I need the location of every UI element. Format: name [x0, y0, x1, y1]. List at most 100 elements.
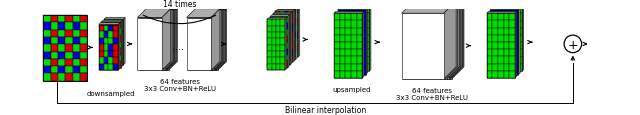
Bar — [192, 18, 216, 71]
Bar — [73, 59, 80, 67]
Bar — [340, 71, 346, 78]
Bar — [273, 15, 290, 65]
Bar — [516, 29, 522, 36]
Bar — [289, 56, 292, 63]
Bar — [80, 52, 87, 59]
Bar — [334, 14, 362, 78]
Polygon shape — [168, 10, 177, 71]
Bar — [104, 58, 108, 64]
Bar — [507, 11, 513, 18]
Bar — [498, 14, 504, 21]
Bar — [492, 57, 498, 64]
Bar — [65, 37, 73, 45]
Bar — [44, 16, 51, 23]
Bar — [364, 57, 369, 64]
Bar — [507, 25, 513, 32]
Bar — [270, 43, 275, 49]
Bar — [496, 11, 502, 18]
Bar — [358, 57, 364, 64]
Bar — [73, 16, 80, 23]
Bar — [80, 30, 87, 37]
Polygon shape — [144, 10, 177, 18]
Bar — [509, 14, 515, 21]
Bar — [104, 20, 124, 65]
Bar — [282, 34, 285, 40]
Bar — [58, 59, 65, 67]
Bar — [106, 62, 111, 68]
Bar — [276, 52, 280, 58]
Bar — [406, 14, 449, 79]
Bar — [504, 50, 509, 57]
Bar — [273, 40, 277, 46]
Bar — [496, 68, 502, 75]
Bar — [280, 20, 285, 26]
Bar — [516, 14, 522, 21]
Bar — [280, 56, 284, 63]
Bar — [509, 64, 515, 71]
Bar — [101, 23, 121, 68]
Bar — [282, 35, 287, 41]
Bar — [116, 42, 121, 49]
Bar — [352, 43, 358, 50]
Bar — [44, 52, 51, 59]
Bar — [487, 36, 492, 43]
Bar — [337, 53, 343, 61]
Polygon shape — [449, 2, 461, 79]
Bar — [65, 52, 73, 59]
Bar — [490, 53, 496, 61]
Bar — [360, 18, 365, 25]
Bar — [513, 53, 518, 61]
Bar — [494, 57, 499, 64]
Bar — [499, 57, 505, 64]
Bar — [273, 34, 277, 40]
Bar — [73, 37, 80, 45]
Bar — [291, 54, 296, 60]
Bar — [104, 46, 109, 52]
Bar — [487, 57, 492, 64]
Bar — [291, 29, 296, 35]
Bar — [289, 50, 292, 56]
Bar — [109, 40, 114, 46]
Bar — [58, 67, 65, 74]
Bar — [355, 46, 360, 53]
Bar — [364, 43, 369, 50]
Bar — [494, 29, 499, 36]
Bar — [285, 59, 290, 65]
Bar — [104, 52, 109, 59]
Bar — [284, 19, 289, 25]
Bar — [275, 62, 279, 68]
Bar — [287, 10, 291, 16]
Bar — [285, 46, 290, 53]
Bar — [496, 61, 502, 68]
Bar — [268, 52, 272, 58]
Bar — [111, 23, 116, 29]
Bar — [285, 21, 290, 27]
Bar — [51, 52, 58, 59]
Bar — [498, 71, 504, 78]
Bar — [511, 36, 516, 43]
Bar — [494, 36, 499, 43]
Bar — [280, 50, 284, 56]
Bar — [51, 59, 58, 67]
Bar — [113, 51, 118, 58]
Bar — [498, 57, 504, 64]
Bar — [268, 26, 272, 33]
Bar — [277, 46, 282, 53]
Bar — [114, 20, 118, 27]
Bar — [285, 53, 290, 59]
Bar — [502, 39, 507, 46]
Polygon shape — [341, 5, 371, 7]
Bar — [356, 57, 362, 64]
Bar — [358, 29, 364, 36]
Bar — [352, 14, 358, 21]
Bar — [360, 68, 365, 75]
Bar — [282, 29, 287, 35]
Text: downsampled: downsampled — [87, 90, 135, 96]
Bar — [496, 32, 502, 39]
Bar — [280, 39, 285, 45]
Bar — [492, 71, 498, 78]
Bar — [109, 59, 114, 65]
Bar — [80, 67, 87, 74]
Polygon shape — [292, 11, 294, 63]
Polygon shape — [334, 12, 364, 14]
